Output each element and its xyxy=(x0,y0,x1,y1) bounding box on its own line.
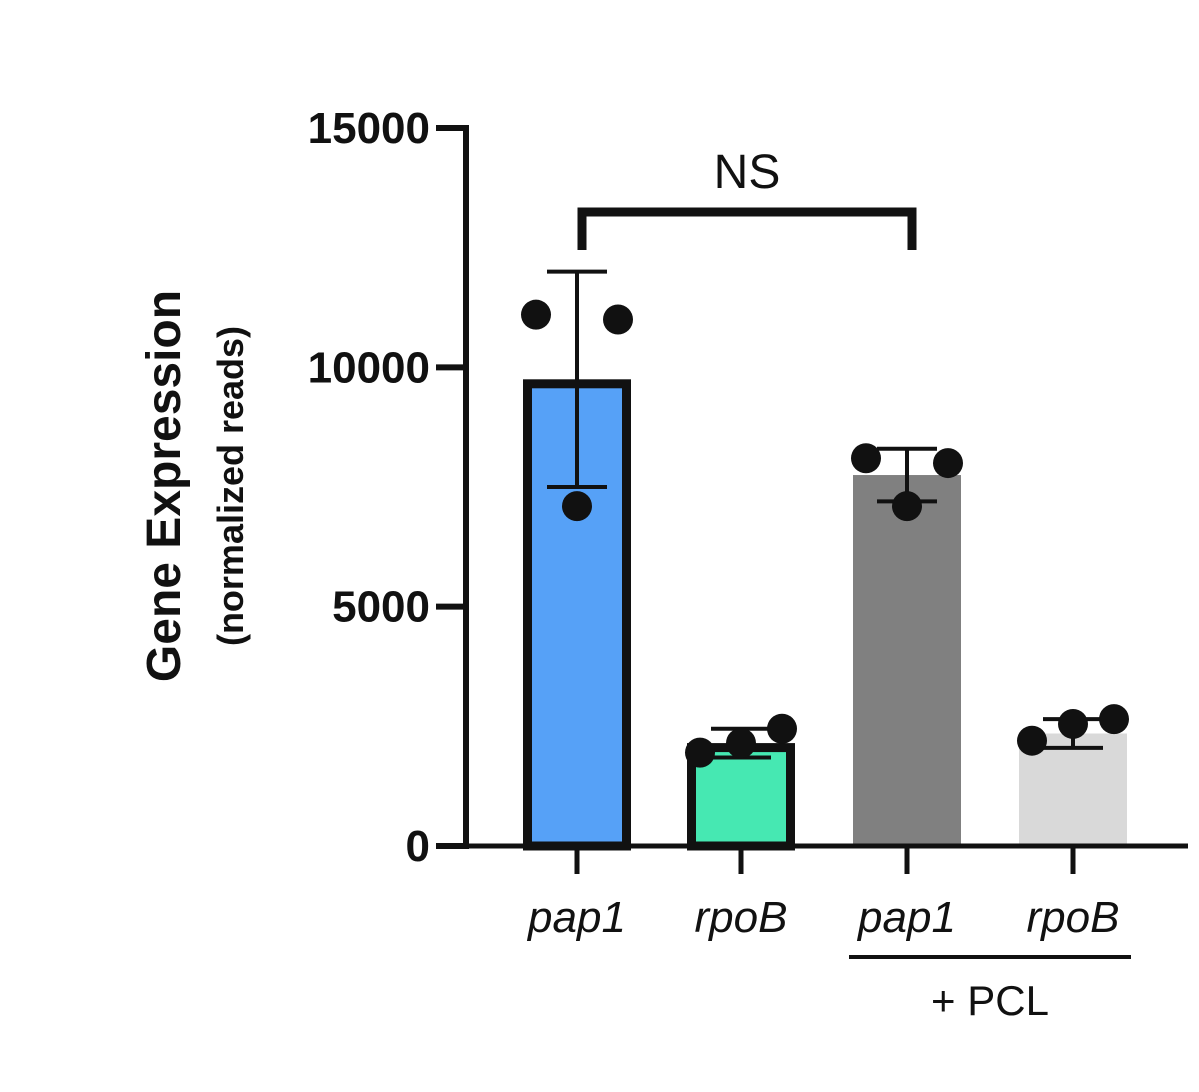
bar-2 xyxy=(853,475,961,846)
x-tick-label-0: pap1 xyxy=(526,893,626,942)
y-tick-label-3: 15000 xyxy=(308,104,430,153)
data-point-3-1 xyxy=(1099,704,1129,735)
data-point-3-0 xyxy=(1017,725,1047,756)
y-axis-subtitle: (normalized reads) xyxy=(210,326,251,646)
x-tick-label-1: rpoB xyxy=(695,893,788,942)
bars-layer xyxy=(523,379,1127,851)
significance-label-0: NS xyxy=(714,146,781,199)
y-axis-title: Gene Expression xyxy=(138,290,191,682)
annotations-layer: + PCL NS xyxy=(577,146,1131,1024)
y-tick-label-1: 5000 xyxy=(332,583,430,632)
data-point-0-1 xyxy=(603,304,633,335)
data-point-1-1 xyxy=(767,713,797,744)
data-point-2-0 xyxy=(851,443,881,474)
y-tick-label-2: 10000 xyxy=(308,343,430,392)
x-tick-label-3: rpoB xyxy=(1027,893,1120,942)
data-point-1-0 xyxy=(685,737,715,768)
data-point-2-2 xyxy=(892,491,922,522)
significance-bracket-0 xyxy=(577,207,917,250)
data-points-layer xyxy=(521,299,1129,768)
error-bars-layer xyxy=(547,269,1103,760)
data-point-0-2 xyxy=(562,491,592,522)
data-point-2-1 xyxy=(933,448,963,479)
data-point-1-2 xyxy=(726,728,756,759)
y-tick-label-0: 0 xyxy=(406,822,430,871)
group-label: + PCL xyxy=(931,977,1049,1024)
data-point-3-2 xyxy=(1058,708,1088,739)
x-tick-label-2: pap1 xyxy=(856,893,956,942)
data-point-0-0 xyxy=(521,299,551,330)
axes-layer: 0 5000 10000 15000 pap1 rpoB pap1 rpoB Gene Expr… xyxy=(138,104,1188,942)
